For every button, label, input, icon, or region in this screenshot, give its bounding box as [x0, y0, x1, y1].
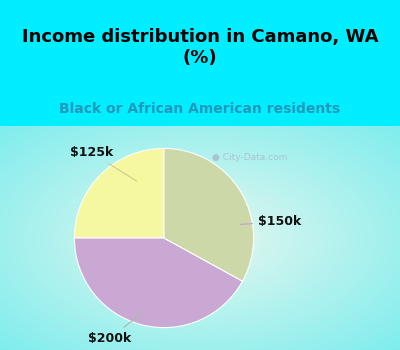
Text: Income distribution in Camano, WA
(%): Income distribution in Camano, WA (%)	[22, 28, 378, 66]
Wedge shape	[74, 148, 164, 238]
Wedge shape	[164, 148, 254, 281]
Text: $200k: $200k	[88, 313, 142, 345]
Text: $125k: $125k	[70, 146, 136, 181]
Text: $150k: $150k	[240, 215, 301, 228]
Wedge shape	[74, 238, 242, 328]
Text: Black or African American residents: Black or African American residents	[60, 102, 340, 116]
Text: ● City-Data.com: ● City-Data.com	[212, 153, 287, 162]
